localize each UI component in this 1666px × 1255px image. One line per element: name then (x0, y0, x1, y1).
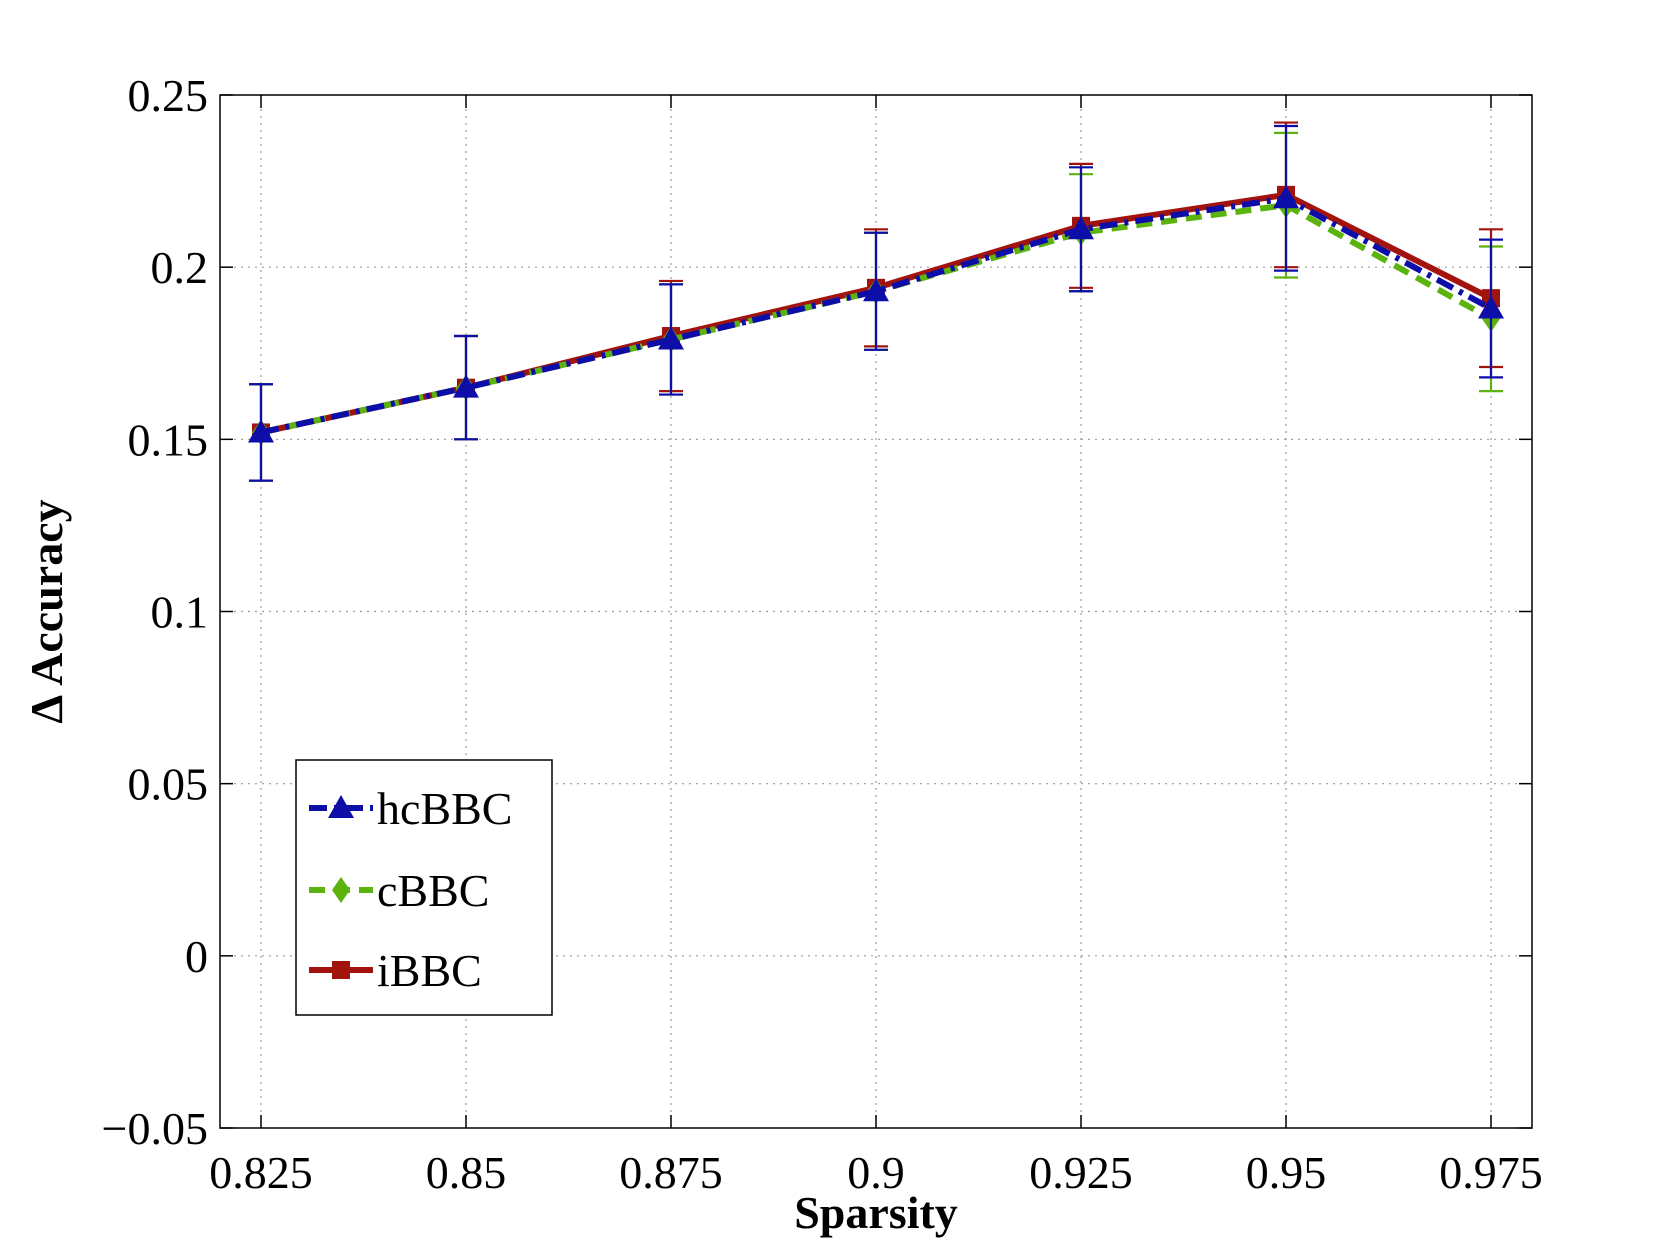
data-point (1273, 185, 1299, 209)
legend-entry-cBBC: cBBC (309, 865, 489, 916)
legend: hcBBC cBBC iBBC (295, 759, 553, 1016)
data-point (863, 278, 889, 302)
x-tick-label: 0.875 (619, 1147, 723, 1198)
axis-ticks: 0.825 0.85 0.875 0.9 0.925 0.95 0.975 −0.05 0 0.0… (102, 70, 1543, 1198)
x-tick-label: 0.975 (1439, 1147, 1543, 1198)
legend-label: hcBBC (377, 783, 512, 834)
legend-swatch-marker (328, 795, 354, 818)
x-tick-label: 0.95 (1246, 1147, 1327, 1198)
y-tick-label: −0.05 (102, 1103, 208, 1154)
series (248, 121, 1504, 482)
y-tick-label: 0.2 (151, 242, 209, 293)
y-tick-label: 0 (185, 931, 208, 982)
legend-label: cBBC (377, 865, 489, 916)
y-tick-label: 0.15 (128, 414, 209, 465)
y-axis-title: Δ Accuracy (21, 499, 72, 723)
legend-entry-iBBC: iBBC (309, 945, 482, 996)
data-point (248, 419, 274, 443)
legend-swatch-marker (332, 961, 350, 979)
data-point (1478, 295, 1504, 319)
legend-swatch-marker (332, 877, 350, 903)
x-tick-label: 0.85 (426, 1147, 507, 1198)
x-tick-label: 0.925 (1029, 1147, 1133, 1198)
legend-entry-hcBBC: hcBBC (309, 783, 512, 834)
x-tick-label: 0.825 (209, 1147, 313, 1198)
y-tick-label: 0.1 (151, 587, 209, 638)
series-hcBBC (248, 124, 1504, 482)
x-tick-label: 0.9 (847, 1147, 905, 1198)
data-point (453, 374, 479, 398)
data-point (658, 326, 684, 350)
data-point (1068, 216, 1094, 240)
y-tick-label: 0.05 (128, 759, 209, 810)
legend-label: iBBC (377, 945, 482, 996)
x-axis-title: Sparsity (794, 1187, 958, 1238)
y-tick-label: 0.25 (128, 70, 209, 121)
